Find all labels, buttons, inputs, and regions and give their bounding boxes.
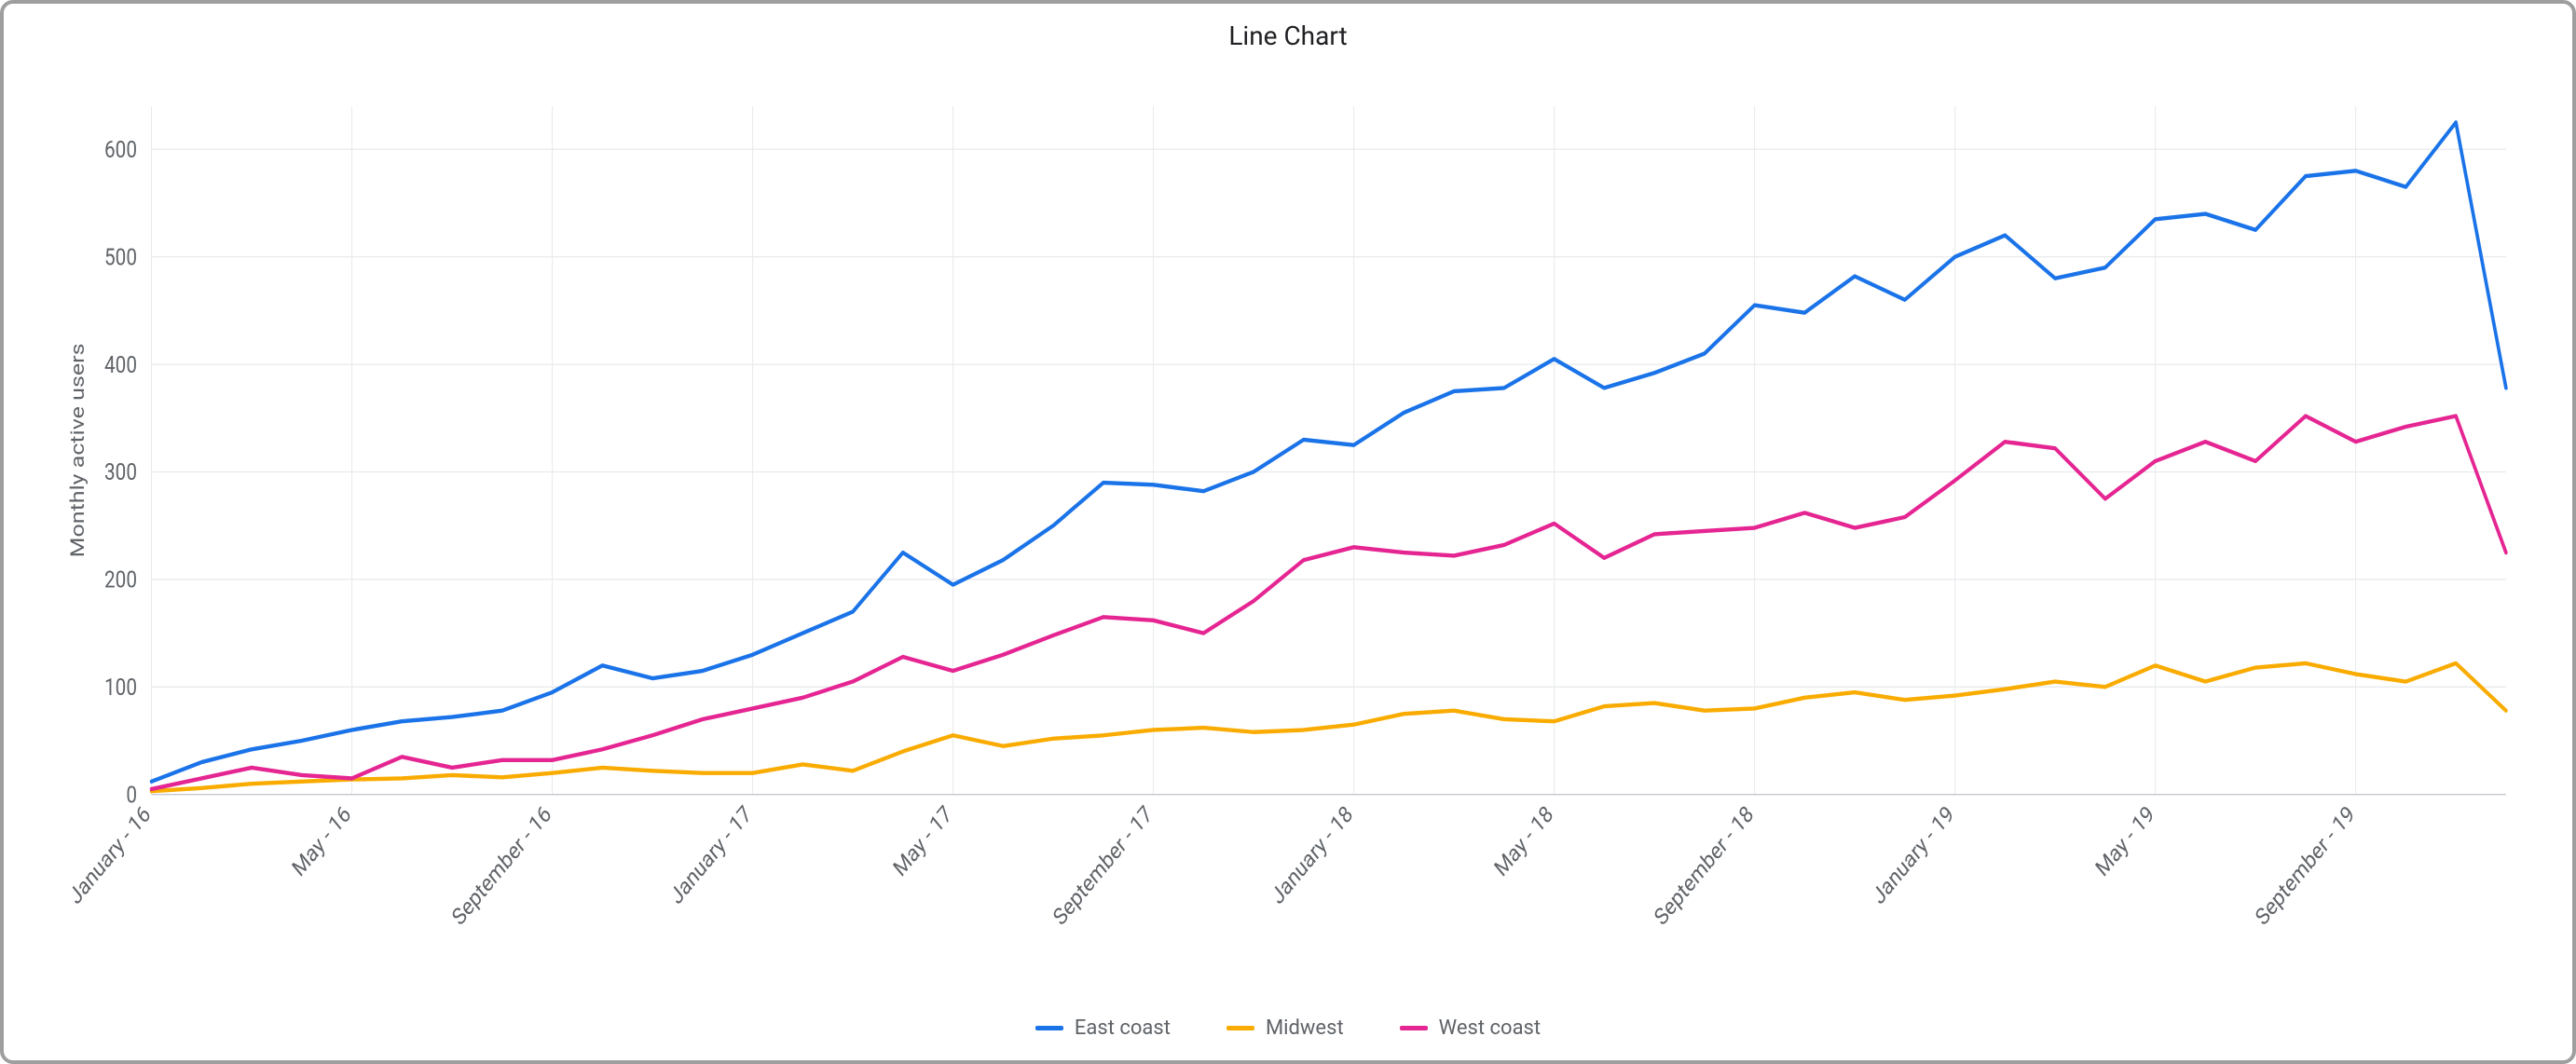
legend-label: Midwest [1266,1016,1344,1040]
legend-item: Midwest [1226,1016,1344,1040]
x-tick-label: May - 16 [288,800,356,882]
legend-swatch [1400,1026,1428,1030]
legend-item: East coast [1035,1016,1171,1040]
y-tick-label: 200 [104,566,137,593]
x-tick-label: May - 19 [2091,800,2159,882]
legend-swatch [1035,1026,1063,1030]
series-line [152,122,2506,781]
x-tick-label: January - 16 [64,800,155,909]
x-tick-label: January - 18 [1267,800,1357,909]
y-tick-label: 400 [104,351,137,378]
y-tick-label: 600 [104,136,137,163]
x-tick-label: January - 19 [1868,800,1958,909]
x-tick-label: September - 19 [2251,800,2359,931]
chart-legend: East coast Midwest West coast [4,1016,2572,1040]
legend-label: East coast [1075,1016,1171,1040]
line-chart-svg: 0100200300400500600Monthly active usersJ… [60,60,2535,958]
y-tick-label: 100 [104,674,137,701]
x-tick-label: September - 17 [1048,800,1157,931]
x-tick-label: May - 18 [1490,800,1558,882]
y-tick-label: 300 [104,458,137,485]
x-tick-label: September - 16 [447,800,555,931]
chart-card: Line Chart 0100200300400500600Monthly ac… [0,0,2576,1064]
legend-label: West coast [1439,1016,1541,1040]
y-axis-label: Monthly active users [66,343,89,557]
chart-plot-area: 0100200300400500600Monthly active usersJ… [60,60,2535,958]
x-tick-label: January - 17 [665,800,756,909]
series-line [152,663,2506,791]
legend-swatch [1226,1026,1254,1030]
x-tick-label: September - 18 [1650,800,1758,931]
y-tick-label: 500 [104,244,137,271]
chart-title: Line Chart [4,4,2572,51]
x-tick-label: May - 17 [889,800,957,882]
legend-item: West coast [1400,1016,1541,1040]
